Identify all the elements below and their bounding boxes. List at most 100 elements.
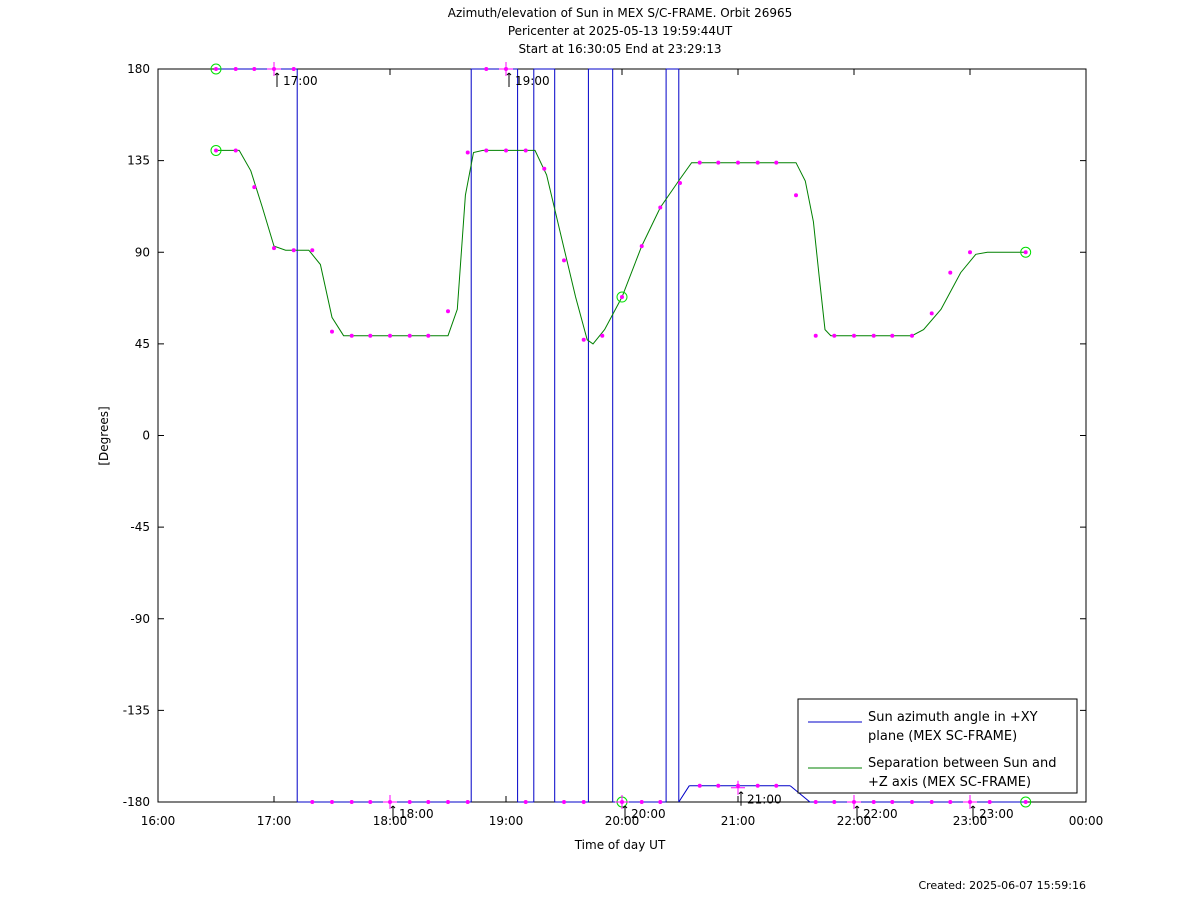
azimuth-point (755, 783, 760, 788)
y-tick-label: 0 (142, 429, 150, 443)
hour-mark-label: 21:00 (747, 793, 782, 807)
separation-point (291, 248, 296, 253)
azimuth-point (349, 800, 354, 804)
azimuth-point (523, 800, 528, 804)
separation-point (504, 148, 508, 153)
hour-mark-label: 20:00 (631, 807, 666, 821)
separation-point (388, 333, 392, 338)
legend-box (797, 698, 1078, 794)
title-line: Start at 16:30:05 End at 23:29:13 (518, 42, 721, 56)
hour-mark-label: 23:00 (979, 807, 1014, 821)
separation-point (755, 160, 760, 165)
separation-point (697, 160, 702, 165)
title-line: Pericenter at 2025-05-13 19:59:44UT (508, 24, 733, 38)
azimuth-point (407, 800, 412, 804)
separation-point (832, 333, 837, 338)
created-timestamp: Created: 2025-06-07 15:59:16 (918, 879, 1086, 892)
data-markers (210, 63, 1032, 808)
y-axis-label: [Degrees] (97, 406, 111, 465)
hour-mark-tick (506, 72, 510, 76)
x-tick-label: 17:00 (257, 814, 292, 828)
y-tick-label: -45 (130, 520, 150, 534)
azimuth-line-segment (789, 785, 811, 803)
hour-mark-tick (274, 72, 278, 76)
azimuth-point (581, 800, 586, 804)
x-tick-label: 18:00 (373, 814, 408, 828)
y-tick-label: -90 (130, 612, 150, 626)
legend-label: +Z axis (MEX SC-FRAME) (868, 775, 1031, 790)
separation-point (581, 337, 586, 342)
azimuth-point (426, 800, 431, 804)
legend: Sun azimuth angle in +XY plane (MEX SC-FR… (797, 698, 1078, 794)
azimuth-point (910, 800, 914, 804)
separation-point (678, 181, 682, 186)
y-tick-label: 45 (135, 337, 150, 351)
separation-point (813, 333, 818, 338)
start-end-circle (210, 144, 222, 156)
separation-point (1023, 250, 1028, 255)
title-line: Azimuth/elevation of Sun in MEX S/C-FRAM… (448, 6, 793, 20)
azimuth-point (813, 800, 818, 804)
separation-point (233, 148, 238, 153)
x-tick-label: 21:00 (721, 814, 756, 828)
x-tick-label: 23:00 (953, 814, 988, 828)
azimuth-point (484, 67, 489, 71)
separation-point (890, 333, 895, 338)
azimuth-point (1023, 800, 1028, 804)
hour-mark-tick (390, 805, 394, 809)
azimuth-point (252, 67, 257, 71)
hour-mark-label: 19:00 (515, 74, 550, 88)
start-end-circle (1020, 246, 1032, 258)
separation-point (446, 309, 450, 314)
azimuth-point (890, 800, 895, 804)
hour-mark-tick (508, 72, 512, 76)
hour-mark-tick (740, 791, 744, 795)
azimuth-point (562, 800, 566, 804)
separation-point (948, 270, 953, 275)
hour-mark-tick (392, 805, 396, 809)
legend-label: Sun azimuth angle in +XY (868, 710, 1038, 725)
separation-point (562, 258, 566, 263)
separation-point (910, 333, 914, 338)
azimuth-point (774, 783, 779, 788)
separation-point (523, 148, 528, 153)
y-tick-label: -180 (123, 795, 150, 809)
x-tick-label: 16:00 (141, 814, 176, 828)
separation-point (852, 333, 856, 338)
azimuth-point (871, 800, 876, 804)
separation-point (426, 333, 431, 338)
x-tick-label: 00:00 (1069, 814, 1104, 828)
azimuth-point (368, 800, 373, 804)
azimuth-point (310, 800, 315, 804)
hour-mark-label: 18:00 (399, 807, 434, 821)
azimuth-point (291, 67, 296, 71)
separation-point (639, 244, 644, 249)
separation-point (600, 333, 605, 338)
separation-point (310, 248, 315, 253)
azimuth-point (697, 783, 702, 788)
hour-marks: 17:00 18:00 19:00 20:00 21:00 22:00 23:00 (267, 62, 1014, 821)
azimuth-point (948, 800, 953, 804)
axis-ticks: 16:00 17:00 18:00 19:00 20:00 21:00 22:00 23:00… (123, 62, 1104, 828)
x-axis-label: Time of day UT (574, 838, 666, 852)
x-tick-label: 20:00 (605, 814, 640, 828)
azimuth-point (330, 800, 334, 804)
azimuth-point (446, 800, 450, 804)
start-end-circle (616, 291, 628, 303)
hour-mark-tick (856, 805, 860, 809)
separation-line (216, 149, 1026, 345)
separation-point (736, 160, 740, 165)
azimuth-point (658, 800, 663, 804)
separation-point (542, 166, 547, 171)
separation-point (214, 148, 218, 153)
series-lines (216, 68, 1026, 803)
azimuth-point (929, 800, 934, 804)
separation-point (465, 150, 470, 155)
hour-mark-tick (276, 72, 280, 76)
azimuth-point (214, 67, 218, 71)
y-tick-label: 135 (127, 154, 150, 168)
start-end-circle (210, 63, 222, 75)
x-tick-label: 19:00 (489, 814, 524, 828)
azimuth-point (832, 800, 837, 804)
